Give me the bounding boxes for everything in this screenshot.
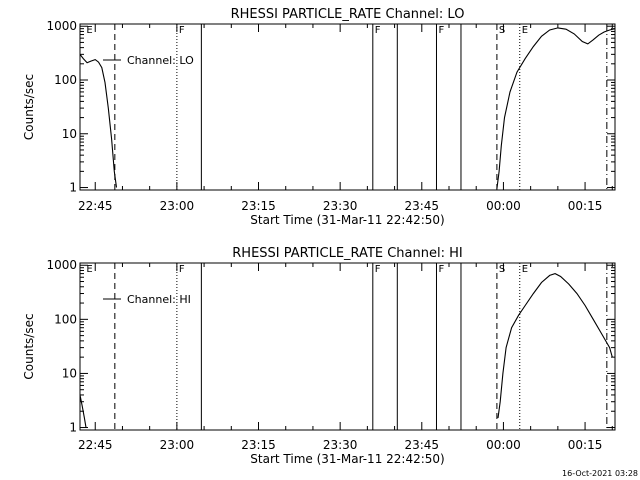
time-marker-label: E <box>86 25 92 36</box>
y-tick-label: 1 <box>69 421 77 435</box>
y-tick-label: 100 <box>54 73 77 87</box>
time-marker-label: F <box>438 25 444 36</box>
x-axis-label: Start Time (31-Mar-11 22:42:50) <box>250 452 444 466</box>
series-line <box>497 273 613 419</box>
chart-title: RHESSI PARTICLE_RATE Channel: HI <box>232 246 462 261</box>
y-tick-label: 1 <box>69 181 77 195</box>
time-marker-label: E <box>522 264 528 275</box>
x-tick-label: 23:45 <box>404 438 439 452</box>
legend-label: Channel: HI <box>127 293 191 306</box>
x-tick-label: 23:30 <box>323 199 358 213</box>
x-tick-label: 23:45 <box>404 199 439 213</box>
chart-panel-lo: RHESSI PARTICLE_RATE Channel: LO 22:45 23:… <box>22 7 616 227</box>
x-tick-label: 23:30 <box>323 438 358 452</box>
y-tick-label: 1000 <box>46 258 77 272</box>
legend-label: Channel: LO <box>127 54 194 67</box>
y-axis-label: Counts/sec <box>22 313 36 379</box>
time-marker-label: F <box>179 25 185 36</box>
time-marker-label: E <box>522 25 528 36</box>
plot-frame <box>79 262 616 431</box>
x-tick-label: 22:45 <box>78 438 113 452</box>
x-tick-label: 23:15 <box>241 438 276 452</box>
y-tick-label: 100 <box>54 312 77 326</box>
time-marker-label: E <box>86 264 92 275</box>
x-axis-label: Start Time (31-Mar-11 22:42:50) <box>250 213 444 227</box>
time-marker-label: F <box>179 264 185 275</box>
footer-timestamp: 16-Oct-2021 03:28 <box>562 469 638 478</box>
x-tick-label: 00:15 <box>568 199 603 213</box>
chart-title: RHESSI PARTICLE_RATE Channel: LO <box>231 7 465 22</box>
y-tick-label: 10 <box>62 366 77 380</box>
x-tick-label: 23:00 <box>160 199 195 213</box>
series-line <box>80 53 118 188</box>
chart-panel-hi: RHESSI PARTICLE_RATE Channel: HI 22:45 23:… <box>22 246 616 466</box>
y-tick-label: 1000 <box>46 19 77 33</box>
y-tick-label: 10 <box>62 127 77 141</box>
time-marker-label: F <box>438 264 444 275</box>
time-marker-label: F <box>375 264 381 275</box>
time-marker-label: S <box>499 25 505 36</box>
series-line <box>496 27 615 189</box>
series-line <box>80 394 87 428</box>
time-marker-label: F <box>375 25 381 36</box>
x-tick-label: 00:00 <box>486 199 521 213</box>
plot-frame <box>79 23 616 191</box>
x-tick-label: 00:15 <box>568 438 603 452</box>
x-tick-label: 00:00 <box>486 438 521 452</box>
x-tick-label: 22:45 <box>78 199 113 213</box>
time-marker-label: S <box>499 264 505 275</box>
x-tick-label: 23:00 <box>160 438 195 452</box>
y-axis-label: Counts/sec <box>22 74 36 140</box>
x-tick-label: 23:15 <box>241 199 276 213</box>
